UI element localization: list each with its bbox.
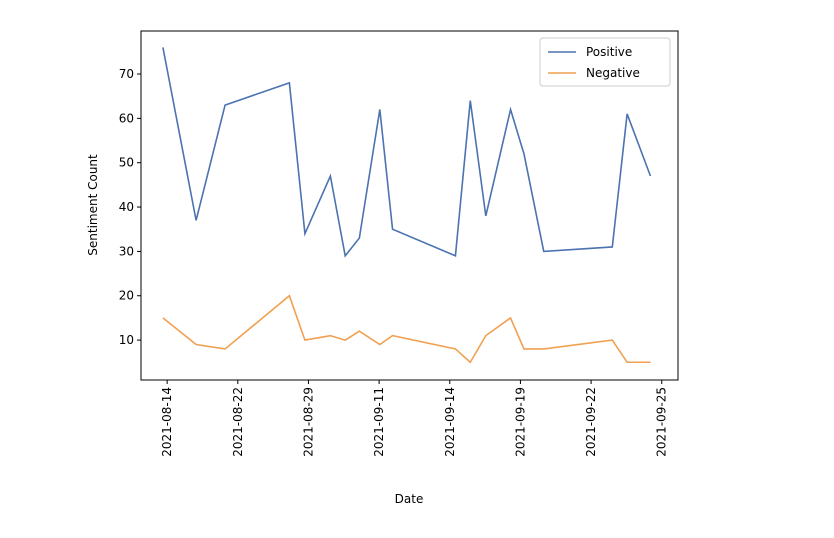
plot-frame xyxy=(140,30,679,381)
x-tick-label: 2021-09-19 xyxy=(513,387,527,457)
x-tick-label: 2021-09-11 xyxy=(372,387,386,457)
x-tick-label: 2021-09-14 xyxy=(443,387,457,457)
x-axis-label: Date xyxy=(395,492,424,506)
y-tick-label: 10 xyxy=(119,333,134,347)
y-tick-label: 60 xyxy=(119,111,134,125)
y-tick-label: 30 xyxy=(119,244,134,258)
x-tick-label: 2021-08-14 xyxy=(160,387,174,457)
y-tick-label: 70 xyxy=(119,67,134,81)
series-line xyxy=(162,47,652,258)
y-tick-label: 20 xyxy=(119,289,134,303)
x-tick-label: 2021-08-29 xyxy=(301,387,315,457)
y-tick-label: 40 xyxy=(119,200,134,214)
x-tick-label: 2021-09-25 xyxy=(655,387,669,457)
series-line xyxy=(162,294,651,364)
x-tick-label: 2021-08-22 xyxy=(231,387,245,457)
legend-box xyxy=(539,37,671,87)
legend-label: Negative xyxy=(586,66,640,80)
x-tick-label: 2021-09-22 xyxy=(584,387,598,457)
y-axis-label: Sentiment Count xyxy=(86,154,100,256)
y-tick-label: 50 xyxy=(119,156,134,170)
legend-label: Positive xyxy=(586,45,632,59)
